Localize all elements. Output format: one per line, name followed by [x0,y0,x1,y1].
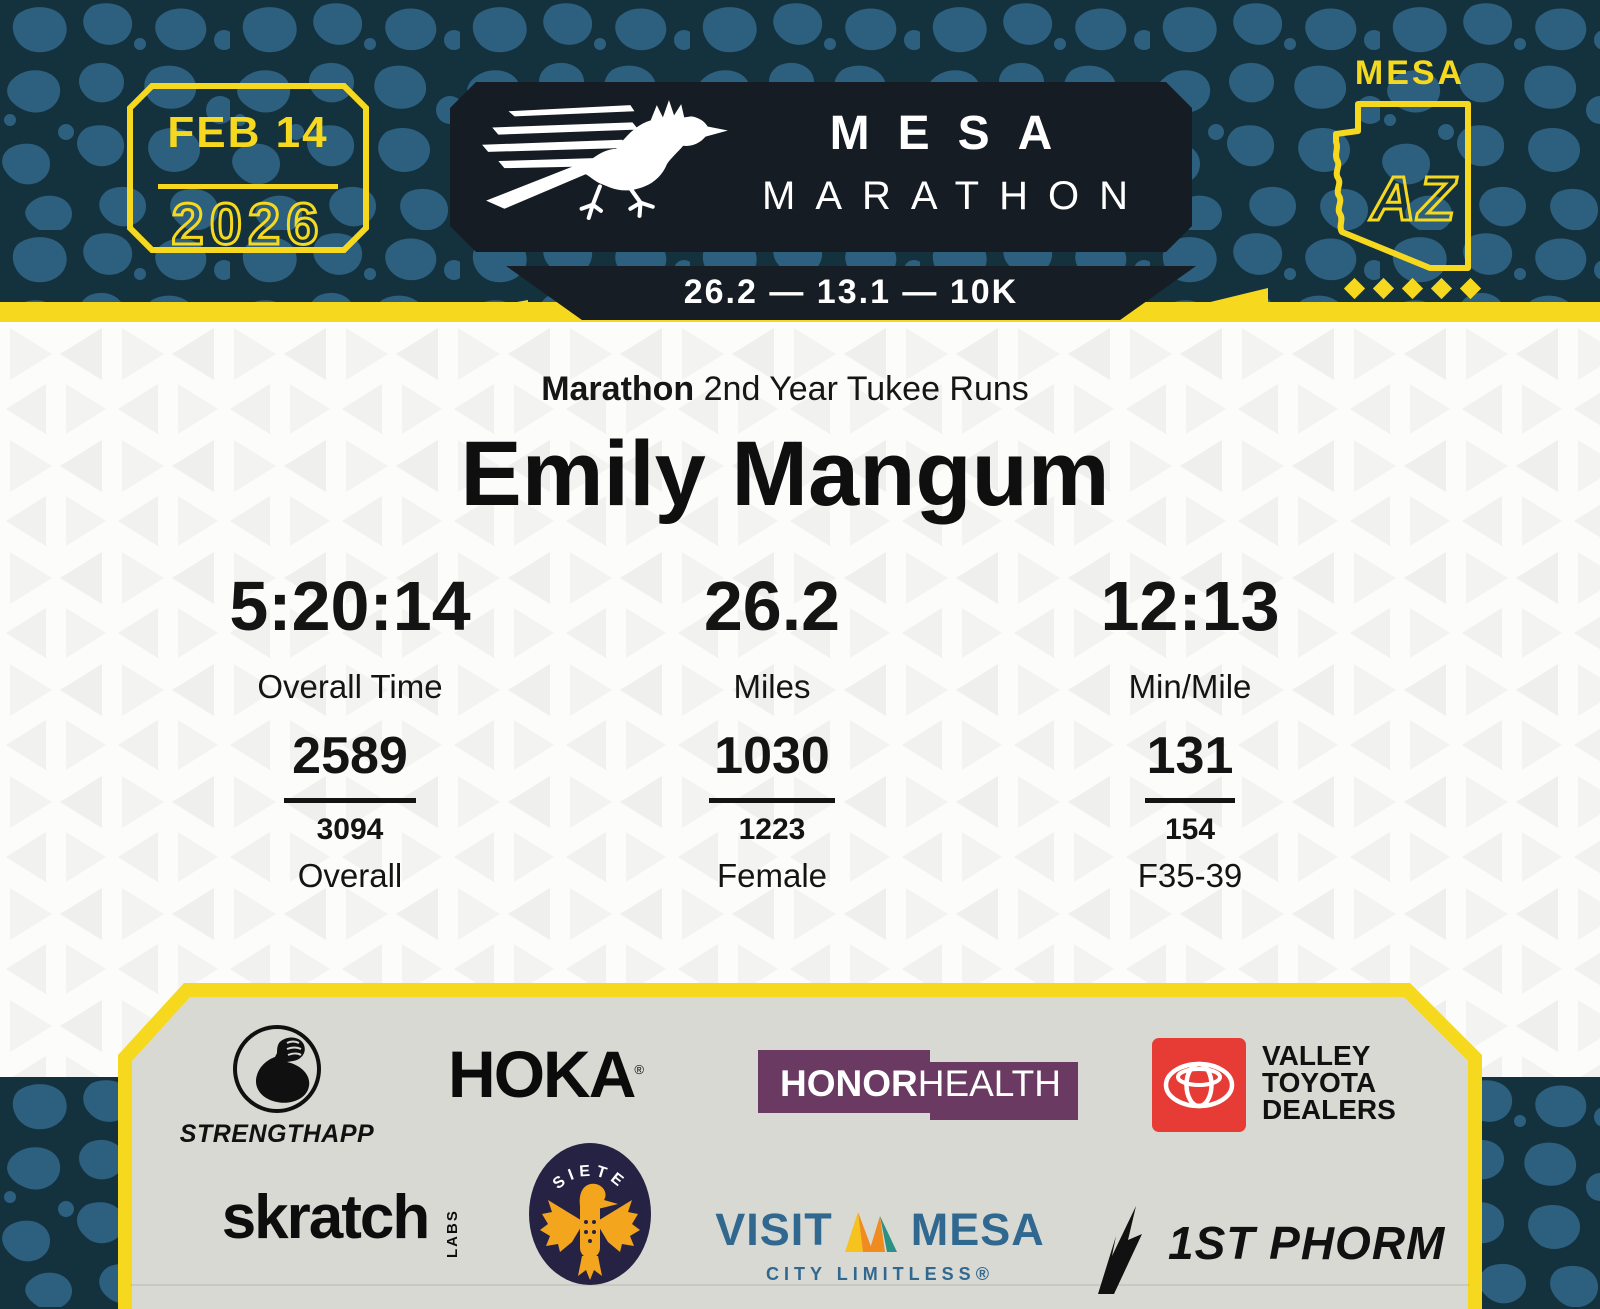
visit-mesa-logo: VISIT MESA [715,1204,1045,1255]
skratch-labs-label: LABS [444,1209,461,1258]
roadrunner-icon [482,100,728,220]
strengthapp-logo: STRENGTHAPP [179,1120,375,1148]
rank-place: 1030 [714,727,830,785]
registered-mark: ® [634,1062,643,1077]
rank-age-group: 131 154 F35-39 [980,726,1400,895]
skratch-logo: skratch [221,1183,431,1252]
event-name: Marathon [541,370,695,408]
siete-logo: SIETE [529,1143,651,1285]
header: FEB 14 2026 MESA MARATHON [0,0,1600,322]
rank-label: F35-39 [1137,857,1243,894]
valley-toyota-dealers-logo: VALLEY TOYOTA DEALERS [1262,1040,1396,1125]
honorhealth-logo: HONORHEALTH [780,1063,1061,1104]
rank-place: 131 [1146,727,1234,785]
athlete-name: Emily Mangum [460,423,1110,525]
rank-label: Overall [297,857,403,894]
event-edition: 2nd Year Tukee Runs [694,370,1029,408]
rank-overall: 2589 3094 Overall [140,726,560,895]
distances-band: 26.2 — 13.1 — 10K [506,266,1196,320]
first-phorm-mark-icon [1098,1206,1142,1294]
stat-overall-time: 5:20:14 Overall Time [140,566,560,706]
triangle-pattern-background [0,322,1600,1077]
rank-divider [1145,798,1235,803]
rank-total: 1223 [738,813,806,846]
event-subtitle: Marathon 2nd Year Tukee Runs [185,370,1385,409]
stat-label: Miles [733,668,811,705]
stat-label: Min/Mile [1128,668,1252,705]
visit-mesa-tagline: CITY LIMITLESS® [766,1264,994,1284]
logo-subtitle: MARATHON [762,174,1148,218]
rank-total: 3094 [316,813,384,846]
first-phorm-logo: 1ST PHORM [1168,1217,1446,1269]
event-logo-badge: MESA MARATHON [450,82,1192,252]
date-badge-year: 2026 [170,192,324,258]
honorhealth-logo-block [930,1062,1078,1120]
siete-bird-icon [540,1183,640,1280]
rank-female: 1030 1223 Female [562,726,982,895]
result-section: Marathon 2nd Year Tukee Runs Emily Mangu… [0,322,1600,1077]
svg-text:2026: 2026 [171,192,324,257]
stat-label: Overall Time [257,668,443,705]
stat-pace: 12:13 Min/Mile [980,566,1400,706]
az-state-outline-icon: AZ [1333,101,1471,271]
hoka-logo: HOKA® [448,1037,644,1111]
stat-value: 5:20:14 [229,567,471,645]
strengthapp-bicep-icon [233,1025,321,1113]
sponsor-panel-divider [131,1284,1469,1286]
stat-value: 26.2 [703,567,841,645]
date-badge-border [127,83,369,253]
rank-total: 154 [1164,813,1216,846]
location-city-label: MESA [1354,54,1466,92]
rank-label: Female [716,857,828,894]
date-badge-month-day: FEB 14 [167,108,329,157]
logo-title: MESA [829,107,1081,160]
stat-value: 12:13 [1100,567,1280,645]
date-badge-divider [158,184,338,189]
rank-divider [284,798,416,803]
rank-divider [709,798,835,803]
toyota-emblem-icon [1152,1038,1246,1132]
stat-miles: 26.2 Miles [562,566,982,706]
rank-place: 2589 [292,727,408,785]
location-state-label: AZ [1369,165,1458,234]
visit-mesa-m-icon [844,1212,897,1252]
honorhealth-logo-block [758,1050,930,1113]
